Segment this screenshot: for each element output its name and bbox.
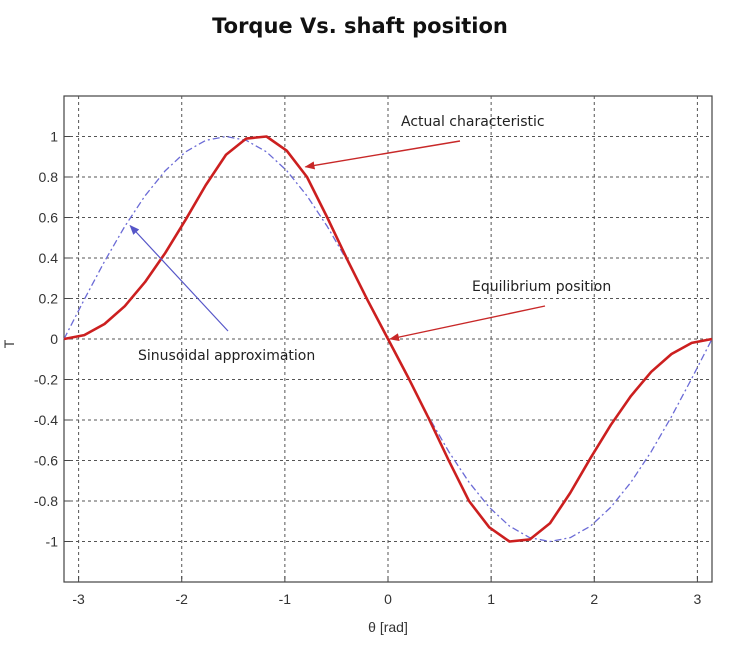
x-tick-label: -2 — [176, 591, 189, 607]
y-tick-label: -0.4 — [34, 412, 58, 428]
y-ticks: 1 0.8 0.6 0.4 0.2 0 -0.2 -0.4 -0.6 -0.8 -1 — [34, 129, 70, 550]
y-tick-label: 0.8 — [39, 169, 59, 185]
x-tick-label: -3 — [72, 591, 85, 607]
y-tick-label: -0.6 — [34, 453, 58, 469]
annotation-sinusoidal-approximation: Sinusoidal approximation — [138, 348, 315, 364]
x-tick-label: 0 — [384, 591, 392, 607]
y-tick-label: 0.6 — [39, 210, 59, 226]
y-tick-label: 0.2 — [39, 291, 59, 307]
annotations: Actual characteristic Equilibrium positi… — [129, 114, 611, 364]
annotation-actual-characteristic: Actual characteristic — [401, 114, 545, 130]
x-tick-label: 2 — [590, 591, 598, 607]
annotation-arrow-sinusoidal — [129, 224, 229, 332]
x-tick-label: -1 — [279, 591, 292, 607]
annotation-arrow-actual — [304, 140, 461, 170]
y-tick-label: 0.4 — [39, 250, 59, 266]
y-tick-label: -1 — [46, 534, 59, 550]
annotation-arrow-equilibrium — [389, 305, 546, 342]
y-tick-label: 1 — [50, 129, 58, 145]
x-ticks: -3 -2 -1 0 1 2 3 — [72, 576, 701, 607]
x-tick-label: 1 — [487, 591, 495, 607]
series-group — [63, 135, 713, 543]
y-tick-label: -0.2 — [34, 372, 58, 388]
x-tick-label: 3 — [693, 591, 701, 607]
annotation-equilibrium-position: Equilibrium position — [472, 279, 611, 295]
chart-title: Torque Vs. shaft position — [212, 14, 508, 38]
y-tick-label: 0 — [50, 331, 58, 347]
y-tick-label: -0.8 — [34, 493, 58, 509]
series-line-actual — [63, 135, 713, 543]
x-axis-label: θ [rad] — [368, 619, 408, 635]
y-axis-label: T — [1, 339, 17, 348]
